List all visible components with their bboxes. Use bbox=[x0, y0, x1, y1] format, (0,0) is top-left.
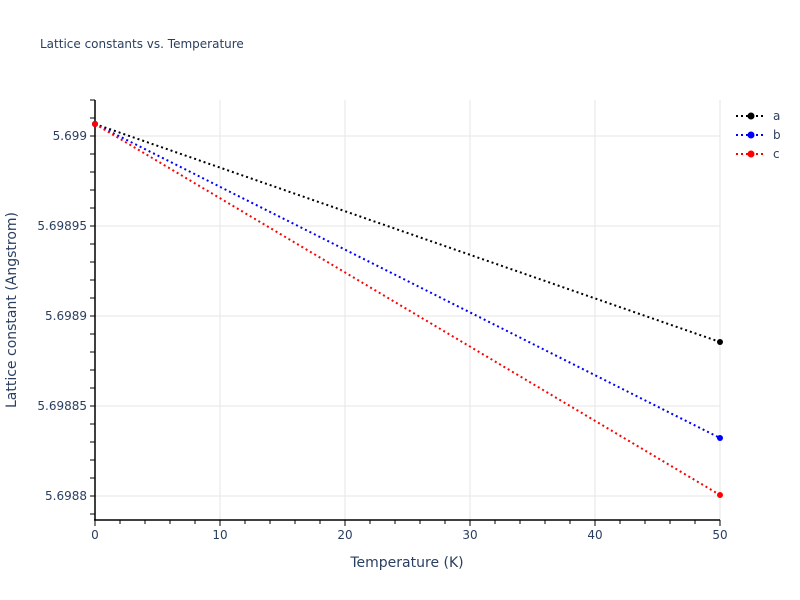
y-tick-label: 5.69885 bbox=[37, 399, 87, 413]
y-tick-label: 5.6988 bbox=[45, 489, 87, 503]
legend-label: b bbox=[773, 127, 781, 142]
series-c[interactable] bbox=[92, 121, 723, 498]
x-tick-label: 50 bbox=[712, 528, 728, 542]
x-tick-label: 0 bbox=[91, 528, 99, 542]
legend: a b c bbox=[735, 106, 781, 163]
y-tick-label: 5.6989 bbox=[45, 309, 87, 323]
x-tick-label: 20 bbox=[337, 528, 353, 542]
legend-marker-icon bbox=[736, 131, 766, 138]
y-ticks bbox=[90, 99, 95, 515]
legend-label: a bbox=[773, 108, 781, 123]
legend-label: c bbox=[773, 146, 780, 161]
legend-marker-icon bbox=[736, 150, 766, 157]
x-ticks bbox=[94, 520, 721, 526]
legend-item-a[interactable]: a bbox=[735, 106, 781, 125]
y-tick-label: 5.69895 bbox=[37, 219, 87, 233]
legend-item-c[interactable]: c bbox=[735, 144, 781, 163]
x-tick-label: 10 bbox=[212, 528, 228, 542]
series-b[interactable] bbox=[92, 121, 723, 441]
y-axis-title: Lattice constant (Angstrom) bbox=[4, 211, 20, 409]
axes bbox=[94, 100, 720, 521]
series-a[interactable] bbox=[92, 121, 723, 345]
legend-item-b[interactable]: b bbox=[735, 125, 781, 144]
legend-marker-icon bbox=[736, 112, 766, 119]
x-axis-title: Temperature (K) bbox=[350, 555, 464, 571]
y-tick-label: 5.699 bbox=[52, 129, 87, 143]
x-tick-label: 40 bbox=[587, 528, 603, 542]
gridlines bbox=[95, 100, 721, 520]
x-tick-label: 30 bbox=[462, 528, 478, 542]
chart-title: Lattice constants vs. Temperature bbox=[40, 37, 244, 51]
